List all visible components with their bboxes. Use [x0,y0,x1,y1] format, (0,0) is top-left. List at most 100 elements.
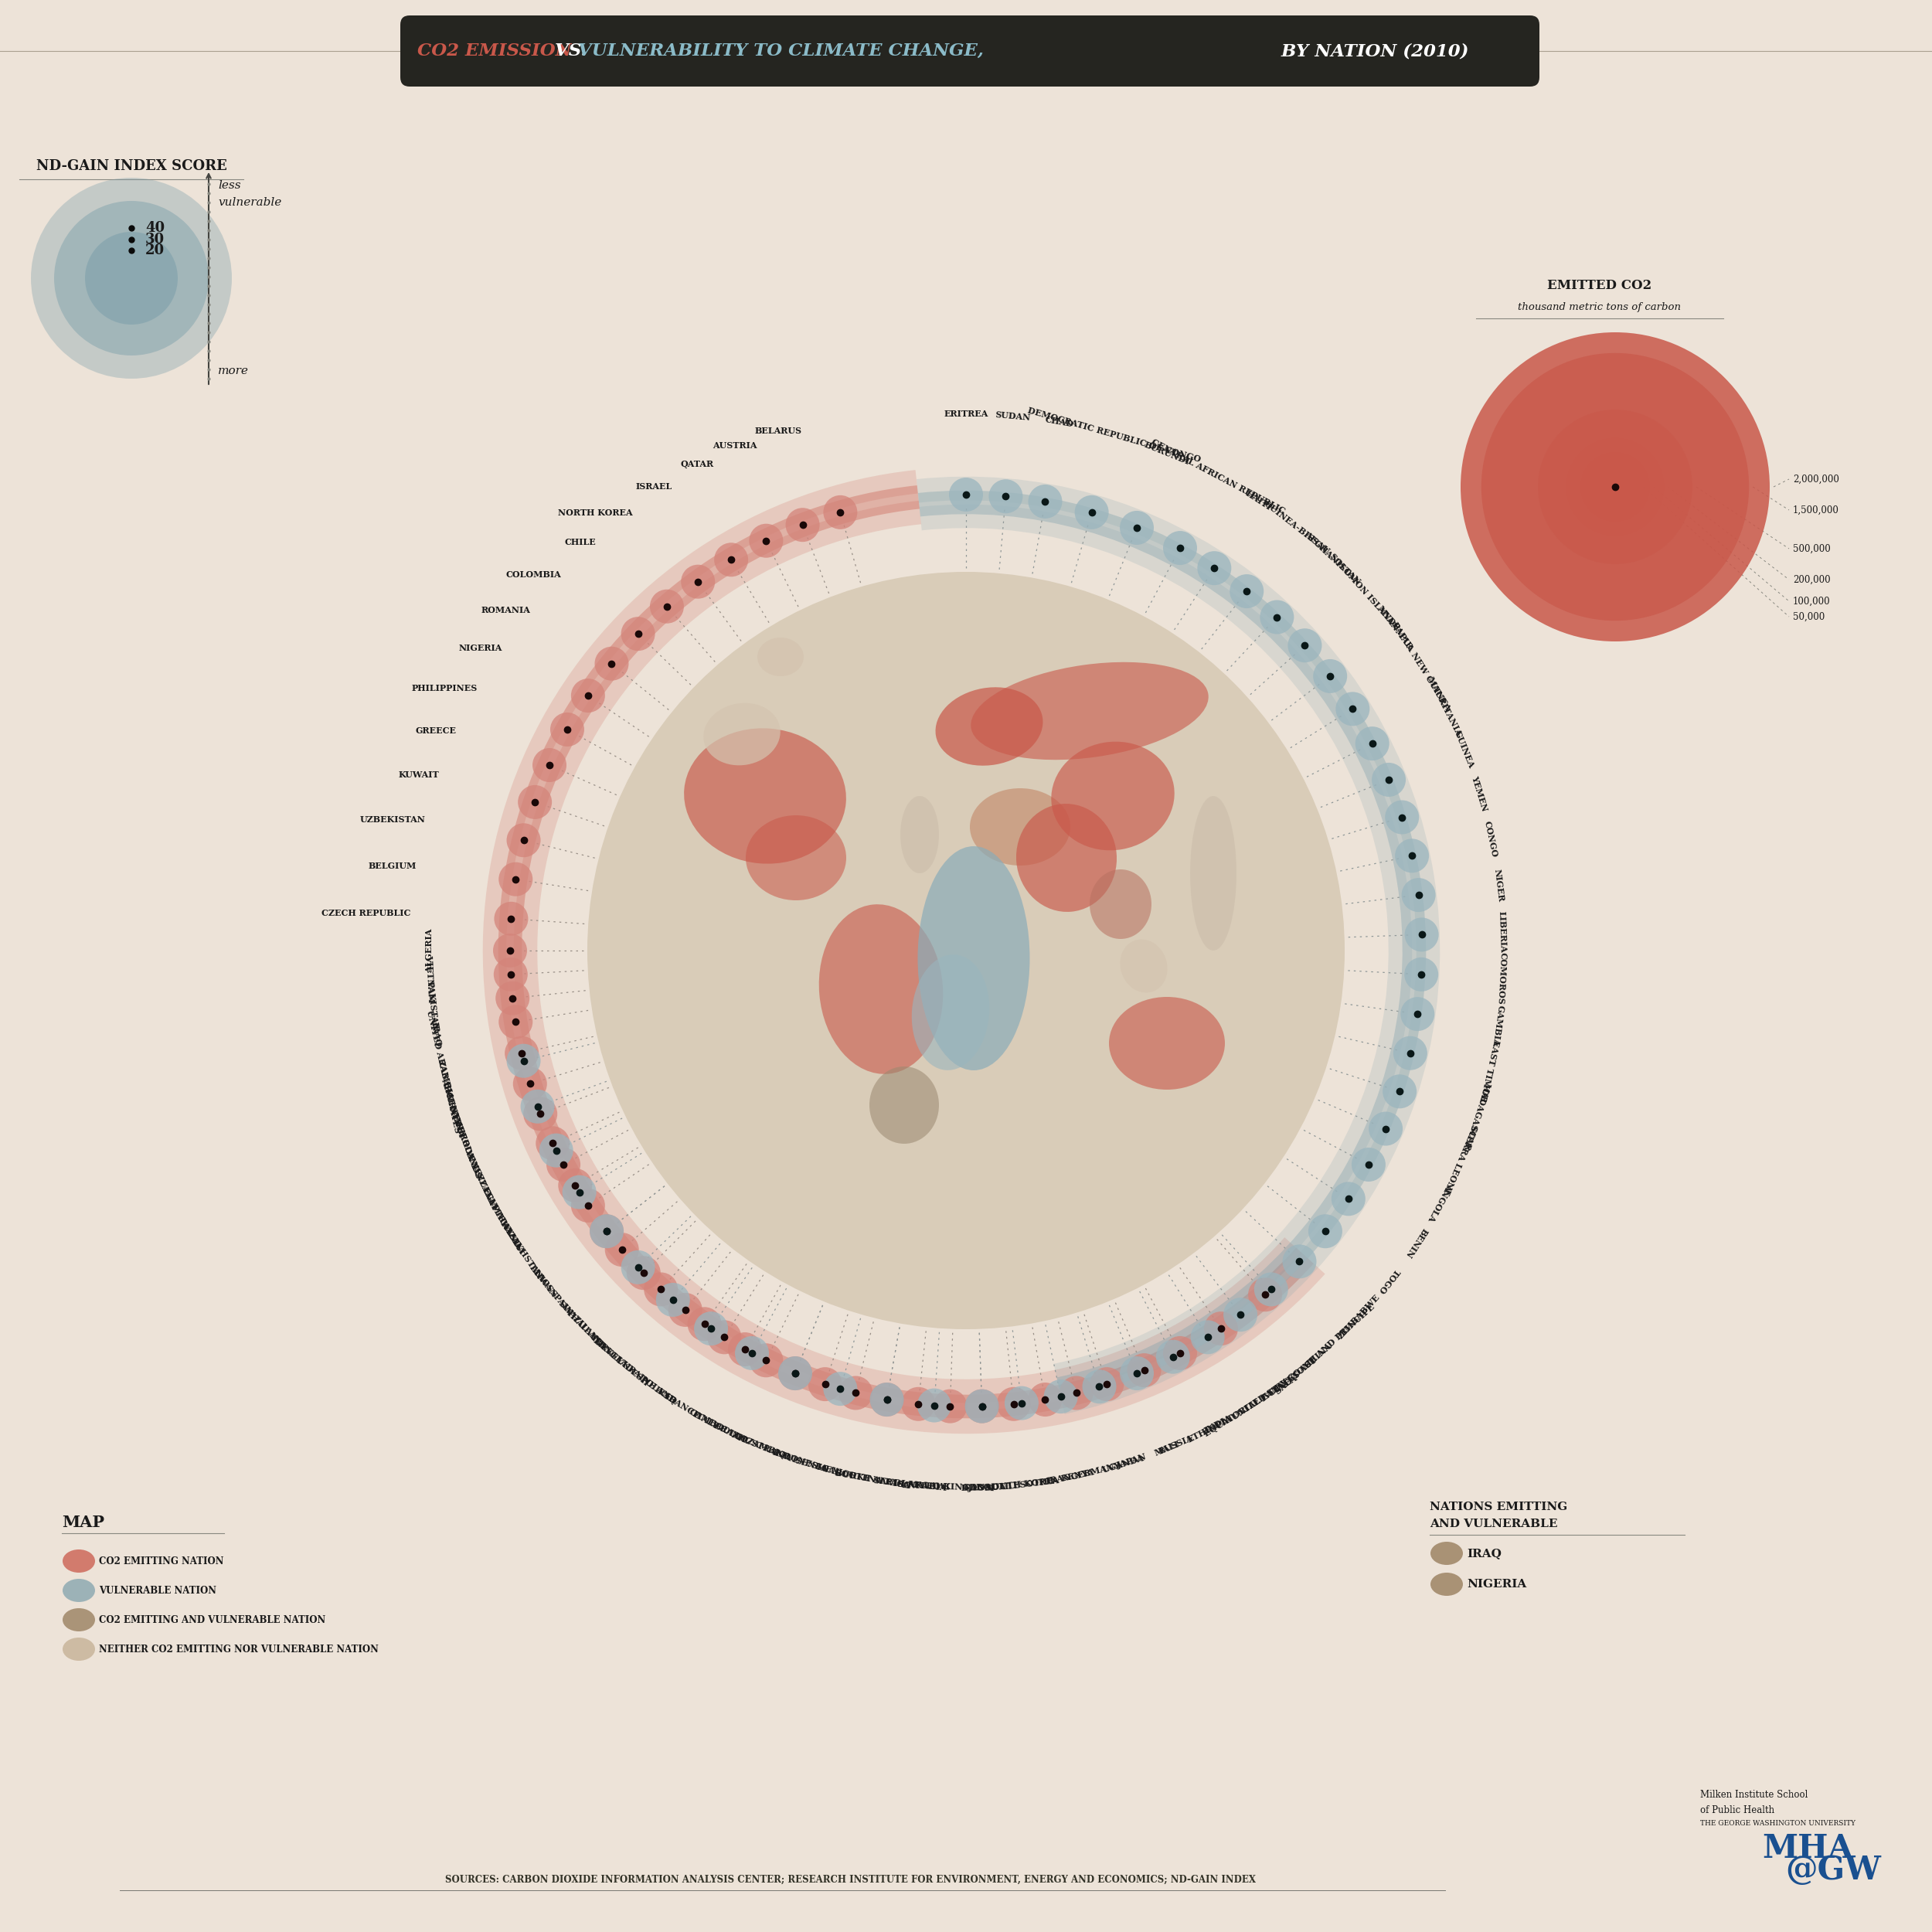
Circle shape [589,1213,624,1248]
Ellipse shape [918,846,1030,1070]
Text: RWANDA: RWANDA [495,1213,526,1256]
Ellipse shape [819,904,943,1074]
Circle shape [1028,485,1063,518]
Text: 50,000: 50,000 [1793,612,1824,622]
Circle shape [657,1283,690,1318]
Text: SAUDI ARABIA: SAUDI ARABIA [873,1476,947,1492]
Circle shape [1082,1370,1117,1403]
Text: RUSSIA: RUSSIA [1157,1434,1194,1457]
Circle shape [493,933,527,968]
Text: KAZAKHSTAN: KAZAKHSTAN [498,1219,543,1281]
Text: TANZANIA: TANZANIA [468,1161,498,1211]
Circle shape [1043,1379,1078,1414]
FancyBboxPatch shape [400,15,1540,87]
Circle shape [823,1372,858,1406]
Text: more: more [218,365,249,377]
Circle shape [85,232,178,325]
Text: GAMBIA: GAMBIA [1490,1005,1505,1047]
Text: ZAMBIA: ZAMBIA [437,1061,454,1101]
Text: ARGENTINA: ARGENTINA [440,1078,466,1138]
Circle shape [808,1368,842,1401]
Text: TOGO: TOGO [1378,1267,1401,1294]
Text: PAKISTAN: PAKISTAN [425,981,439,1032]
Text: INDIA: INDIA [1204,1414,1233,1435]
Text: GUINEA: GUINEA [1453,730,1474,769]
Circle shape [688,1308,721,1341]
Text: 100,000: 100,000 [1793,597,1830,607]
Text: ERITREA: ERITREA [945,410,987,417]
Circle shape [498,1005,533,1039]
Text: COMOROS: COMOROS [1497,952,1507,1005]
Text: DEMOCRATIC REPUBLIC OF CONGO: DEMOCRATIC REPUBLIC OF CONGO [1026,406,1202,464]
Text: UNITED KINGDOM: UNITED KINGDOM [900,1482,995,1493]
Ellipse shape [62,1549,95,1573]
Circle shape [1289,628,1321,663]
Text: NORTH KOREA: NORTH KOREA [558,508,632,518]
Text: BANGLADESH: BANGLADESH [591,1335,651,1387]
Circle shape [1059,1376,1094,1410]
Circle shape [1163,1337,1198,1370]
Ellipse shape [1190,796,1236,951]
Text: ITALY: ITALY [692,1410,721,1430]
Circle shape [750,1343,782,1378]
Circle shape [1393,1036,1428,1070]
Text: CENTRAL AFRICAN REPUBLIC: CENTRAL AFRICAN REPUBLIC [1150,439,1287,516]
Text: CO2 EMITTING NATION: CO2 EMITTING NATION [99,1555,224,1567]
Circle shape [964,1389,999,1424]
Text: THE GEORGE WASHINGTON UNIVERSITY: THE GEORGE WASHINGTON UNIVERSITY [1700,1820,1855,1828]
Text: ZIMBABWE: ZIMBABWE [1335,1293,1381,1341]
Circle shape [539,1134,574,1167]
Circle shape [1482,354,1748,620]
Text: ND-GAIN INDEX SCORE: ND-GAIN INDEX SCORE [37,158,226,174]
Ellipse shape [62,1607,95,1631]
Text: 20: 20 [145,243,164,257]
Ellipse shape [62,1578,95,1602]
Ellipse shape [1109,997,1225,1090]
Text: NEITHER CO2 EMITTING NOR VULNERABLE NATION: NEITHER CO2 EMITTING NOR VULNERABLE NATI… [99,1644,379,1654]
Circle shape [589,1213,624,1248]
Circle shape [1405,918,1439,952]
Circle shape [514,1066,547,1101]
Text: LAOS: LAOS [531,1267,554,1294]
Text: PHILIPPINES: PHILIPPINES [412,684,477,692]
Circle shape [1260,601,1294,634]
Circle shape [626,1256,661,1291]
Text: TAIWAN: TAIWAN [527,1262,558,1300]
Text: CONGO: CONGO [1484,819,1499,858]
Ellipse shape [746,815,846,900]
Text: ALGERIA: ALGERIA [425,929,433,972]
Circle shape [1590,462,1640,512]
Text: CZECH REPUBLIC: CZECH REPUBLIC [323,908,412,918]
Text: IRAQ: IRAQ [1466,1548,1501,1559]
Text: YEMEN: YEMEN [1470,775,1490,813]
Text: VULNERABILITY TO CLIMATE CHANGE,: VULNERABILITY TO CLIMATE CHANGE, [578,43,983,60]
Circle shape [1372,763,1406,796]
Text: 40: 40 [145,220,164,236]
Circle shape [495,902,527,935]
Text: MADAGASCAR: MADAGASCAR [1461,1082,1492,1151]
Circle shape [1314,659,1347,694]
Circle shape [734,1337,769,1370]
Text: CAMBODIA: CAMBODIA [688,1408,740,1441]
Circle shape [728,1333,761,1366]
Circle shape [902,1387,935,1422]
Circle shape [1331,1182,1366,1215]
Ellipse shape [62,1638,95,1662]
Text: UGANDA: UGANDA [1101,1453,1146,1474]
Ellipse shape [684,728,846,864]
Circle shape [1401,877,1435,912]
Text: GUINEA-BISSAU: GUINEA-BISSAU [1262,498,1331,556]
Text: CAMEROON: CAMEROON [448,1105,475,1163]
Text: GREECE: GREECE [415,726,456,734]
Circle shape [1461,332,1770,641]
Ellipse shape [972,663,1208,759]
Circle shape [949,477,983,512]
Text: BELARUS: BELARUS [753,427,802,435]
Text: MAURITANIA: MAURITANIA [1426,676,1463,738]
Circle shape [1028,1383,1063,1416]
Circle shape [558,1169,593,1202]
Text: vulnerable: vulnerable [218,197,282,209]
Text: BY NATION (2010): BY NATION (2010) [1275,43,1468,60]
Text: BENIN: BENIN [1403,1227,1430,1260]
Circle shape [779,1356,811,1391]
